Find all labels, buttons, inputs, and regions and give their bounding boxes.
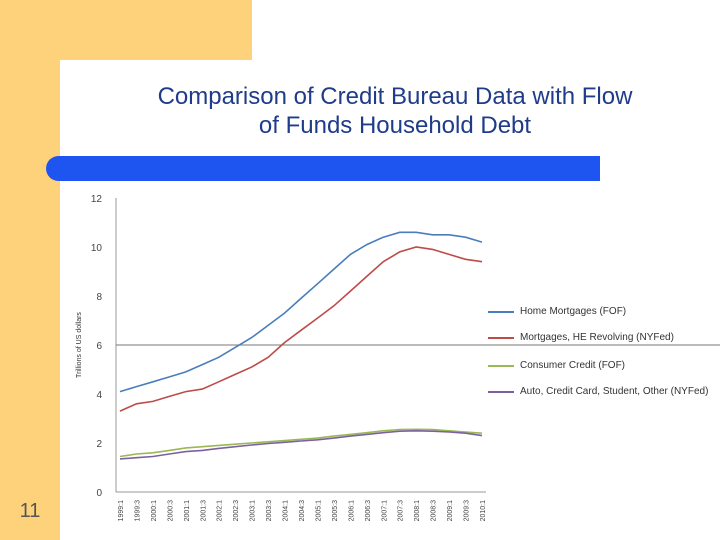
y-tick-label: 2 bbox=[96, 439, 102, 450]
y-tick-label: 12 bbox=[91, 194, 103, 205]
title-rule bbox=[46, 156, 600, 181]
left-accent-bar bbox=[0, 0, 60, 540]
x-tick-label: 1999:3 bbox=[134, 500, 141, 522]
x-tick-label: 2005:1 bbox=[315, 500, 322, 522]
slide-title: Comparison of Credit Bureau Data with Fl… bbox=[60, 82, 720, 140]
legend-label: Auto, Credit Card, Student, Other (NYFed… bbox=[520, 386, 709, 397]
series-line-1 bbox=[119, 231, 483, 393]
series-line-4 bbox=[119, 429, 483, 460]
series-line-3 bbox=[119, 428, 483, 458]
x-tick-label: 2007:1 bbox=[381, 500, 388, 522]
y-axis-title: Trillions of US dollars bbox=[76, 312, 83, 378]
y-tick-label: 6 bbox=[96, 341, 102, 352]
y-tick-label: 4 bbox=[96, 390, 102, 401]
x-tick-label: 2009:1 bbox=[447, 500, 454, 522]
legend-swatch bbox=[488, 365, 514, 367]
x-tick-label: 2008:3 bbox=[431, 500, 438, 522]
x-tick-label: 2006:3 bbox=[365, 500, 372, 522]
x-tick-label: 2008:1 bbox=[414, 500, 421, 522]
x-tick-label: 1999:1 bbox=[118, 500, 125, 522]
x-tick-label: 2001:1 bbox=[184, 500, 191, 522]
slide-number: 11 bbox=[19, 500, 41, 522]
legend-label: Mortgages, HE Revolving (NYFed) bbox=[520, 332, 674, 343]
x-tick-label: 2003:3 bbox=[266, 500, 273, 522]
x-tick-label: 2000:1 bbox=[151, 500, 158, 522]
x-tick-label: 2009:3 bbox=[464, 500, 471, 522]
x-tick-label: 2006:1 bbox=[348, 500, 355, 522]
x-tick-label: 2005:3 bbox=[332, 500, 339, 522]
legend-swatch bbox=[488, 311, 514, 313]
slide-title-line1: Comparison of Credit Bureau Data with Fl… bbox=[157, 83, 633, 110]
x-tick-label: 2002:3 bbox=[233, 500, 240, 522]
legend-swatch bbox=[488, 391, 514, 393]
x-tick-label: 2001:3 bbox=[200, 500, 207, 522]
slide-title-line2: of Funds Household Debt bbox=[258, 112, 532, 139]
x-tick-label: 2000:3 bbox=[167, 500, 174, 522]
legend-swatch bbox=[488, 337, 514, 339]
legend-label: Consumer Credit (FOF) bbox=[520, 360, 626, 371]
x-tick-label: 2004:3 bbox=[299, 500, 306, 522]
x-tick-label: 2004:1 bbox=[283, 500, 290, 522]
y-tick-label: 0 bbox=[96, 488, 102, 499]
top-accent-block bbox=[0, 0, 252, 60]
series-line-2 bbox=[119, 246, 483, 412]
y-tick-label: 10 bbox=[91, 243, 103, 254]
y-tick-label: 8 bbox=[96, 292, 102, 303]
x-tick-label: 2007:3 bbox=[398, 500, 405, 522]
legend-label: Home Mortgages (FOF) bbox=[520, 306, 627, 317]
x-tick-label: 2002:1 bbox=[217, 500, 224, 522]
x-tick-label: 2003:1 bbox=[250, 500, 257, 522]
x-tick-label: 2010:1 bbox=[480, 500, 487, 522]
